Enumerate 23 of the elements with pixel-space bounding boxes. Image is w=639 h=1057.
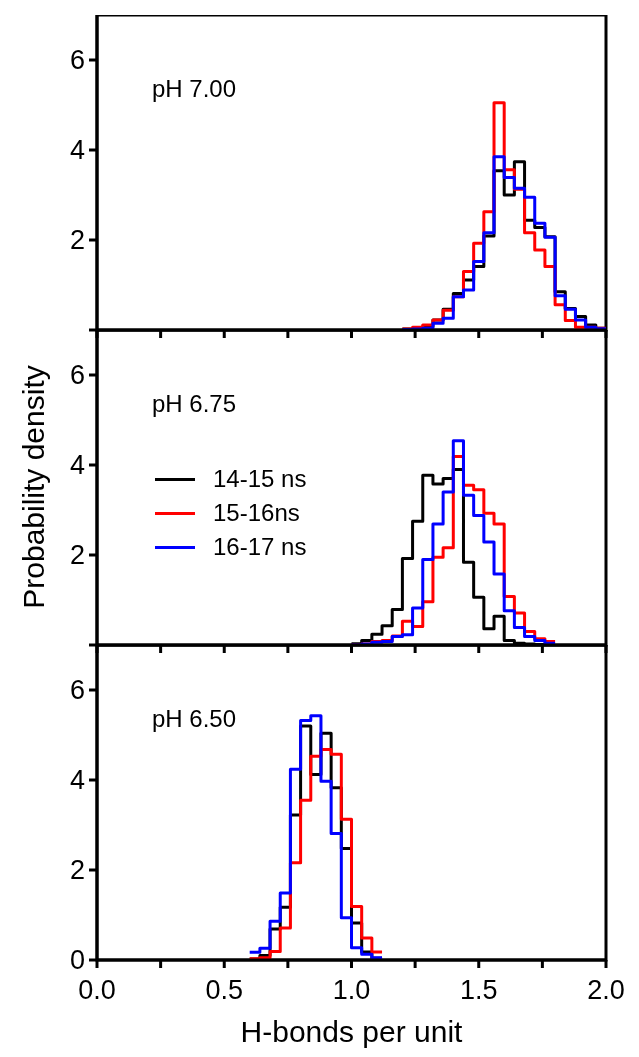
y-tick-label: 4 xyxy=(69,449,85,481)
y-tick-label: 6 xyxy=(69,44,85,76)
y-tick-label: 2 xyxy=(69,854,85,886)
y-tick-label: 4 xyxy=(69,134,85,166)
annotation: pH 6.50 xyxy=(152,705,237,733)
y-tick-label: 0 xyxy=(69,944,85,976)
legend-label: 15-16ns xyxy=(213,499,300,527)
legend-label: 16-17 ns xyxy=(213,533,307,561)
annotation: pH 6.75 xyxy=(152,390,237,418)
x-tick-label: 0.0 xyxy=(78,975,116,1006)
x-tick-label: 0.5 xyxy=(205,975,244,1006)
y-tick-label: 2 xyxy=(69,224,85,256)
y-axis-title: Probability density xyxy=(17,363,51,611)
x-tick-label: 1.0 xyxy=(332,975,371,1006)
x-tick-label: 2.0 xyxy=(587,975,625,1006)
annotation: pH 7.00 xyxy=(152,75,237,103)
y-tick-label: 6 xyxy=(69,359,85,391)
x-axis-title: H-bonds per unit xyxy=(240,1015,464,1048)
y-tick-label: 2 xyxy=(69,539,85,571)
x-tick-label: 1.5 xyxy=(459,975,498,1006)
legend-label: 14-15 ns xyxy=(213,465,307,493)
y-tick-label: 4 xyxy=(69,764,85,796)
y-tick-label: 6 xyxy=(69,674,85,706)
